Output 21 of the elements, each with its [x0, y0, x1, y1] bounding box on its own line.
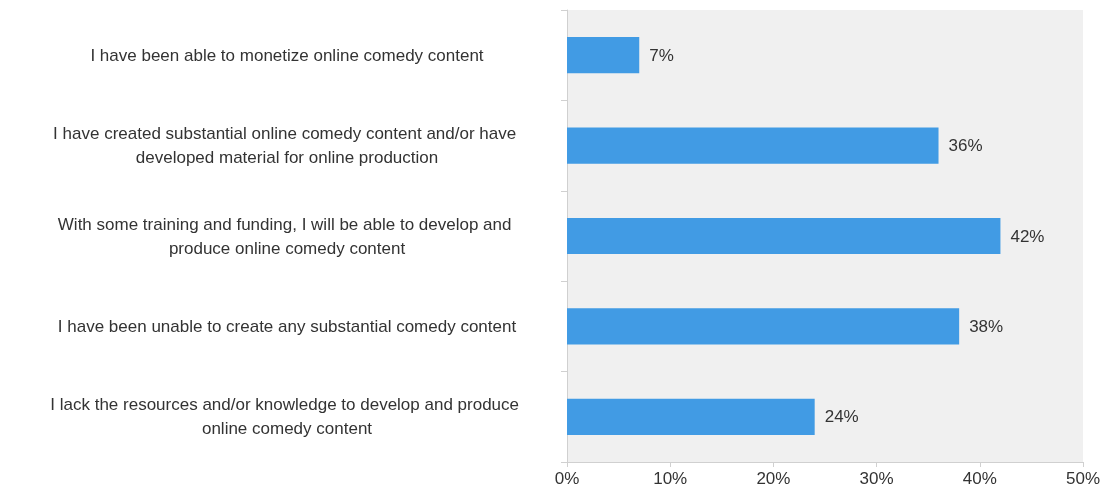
y-tick-label: I have created substantial online comedy content and/or have developed material for online production [53, 124, 521, 168]
bar [567, 217, 1001, 255]
data-label: 24% [824, 407, 859, 427]
x-tick-label: 50% [1065, 469, 1101, 488]
x-tick-label: 40% [962, 469, 997, 488]
x-tick-label: 0% [554, 469, 580, 488]
data-label: 36% [948, 136, 983, 156]
bar [567, 37, 640, 74]
bar [567, 308, 960, 345]
x-tick-label: 10% [653, 469, 688, 488]
x-tick-label: 30% [859, 469, 894, 488]
y-tick-label: I have been unable to create any substantial comedy content [57, 316, 517, 336]
x-tick-label: 20% [756, 469, 791, 488]
data-label: 7% [649, 45, 674, 65]
y-tick-label: With some training and funding, I will be able to develop and produce online comedy content [57, 214, 517, 258]
bar [567, 127, 939, 164]
y-tick-label: I lack the resources and/or knowledge to develop and produce online comedy content [50, 395, 524, 439]
data-label: 42% [1010, 226, 1045, 246]
y-tick-label: I have been able to monetize online comedy content [90, 45, 484, 65]
bar [567, 398, 815, 435]
data-label: 38% [969, 316, 1004, 336]
